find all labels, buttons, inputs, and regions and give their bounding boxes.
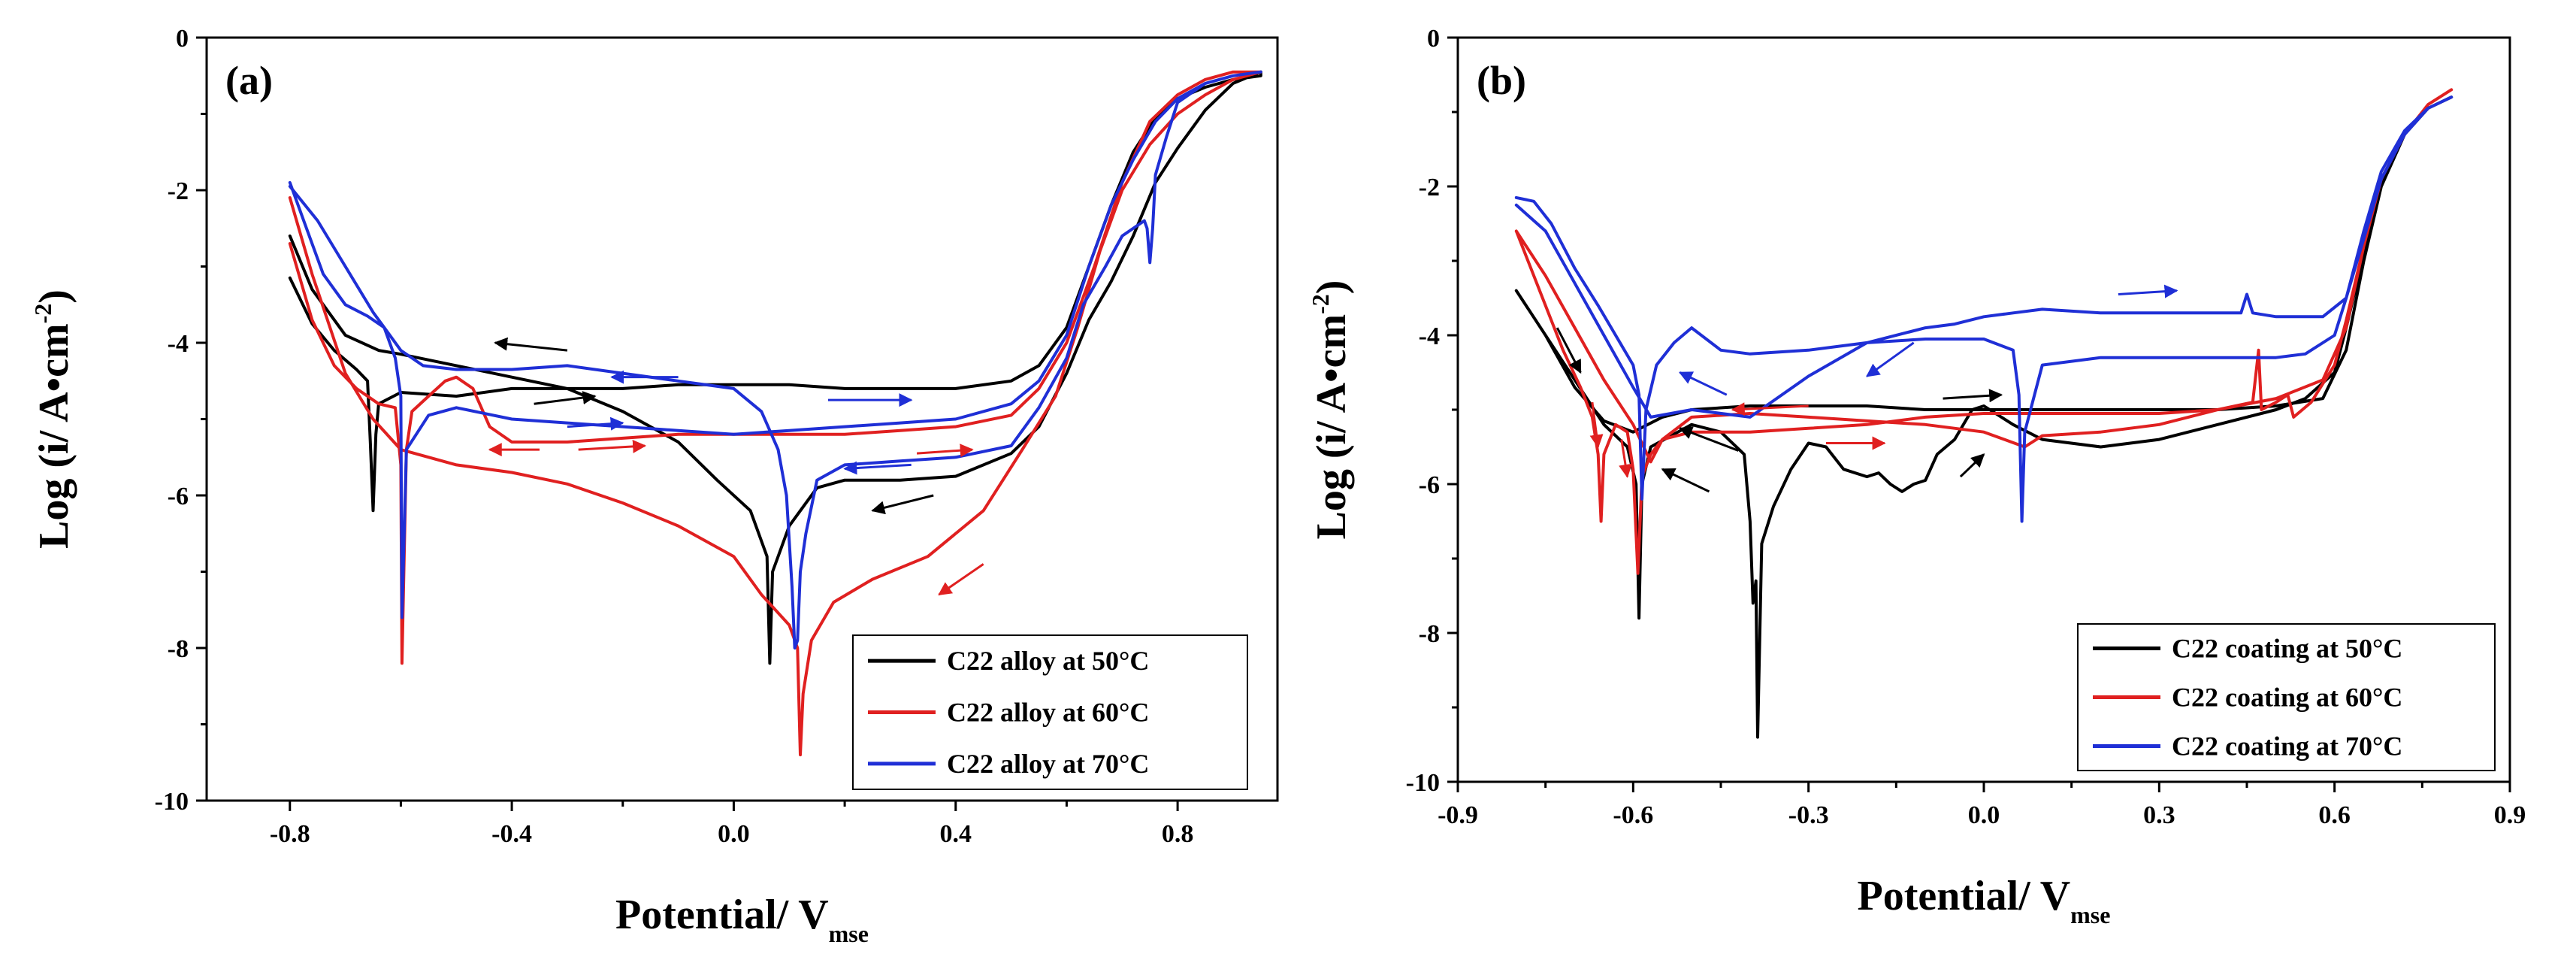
legend: C22 alloy at 50°C C22 alloy at 60°C C22 al… — [852, 634, 1248, 790]
panel-b: -0.9 -0.6 -0.3 0.0 0.3 0.6 0.9 0 -2 -4 -6 -8 -10 (b) P… — [1307, 25, 2526, 928]
series-line-1 — [1514, 95, 2454, 739]
y-tick-label: -4 — [1419, 322, 1440, 350]
y-tick-label: 0 — [1427, 25, 1440, 53]
y-tick-label: -8 — [168, 635, 189, 663]
series-group — [288, 70, 1262, 757]
series-line-1 — [288, 70, 1262, 665]
panel-label: (a) — [225, 58, 273, 103]
panel-label: (b) — [1477, 58, 1526, 103]
y-tick-label: -6 — [1419, 471, 1440, 499]
legend: C22 coating at 50°C C22 coating at 60°C C2… — [2077, 623, 2496, 771]
sweep-direction-arrow — [1678, 371, 1728, 396]
legend-label: C22 alloy at 60°C — [947, 698, 1149, 728]
legend-label: C22 alloy at 50°C — [947, 646, 1149, 676]
x-tick-label: -0.3 — [1788, 801, 1829, 829]
sweep-direction-arrow — [1589, 401, 1604, 449]
y-tick-label: -10 — [1406, 769, 1440, 797]
x-tick-label: -0.9 — [1438, 801, 1478, 829]
x-tick-label: 0.9 — [2494, 801, 2526, 829]
legend-label: C22 alloy at 70°C — [947, 749, 1149, 779]
sweep-direction-arrow — [871, 494, 934, 515]
sweep-direction-arrow — [534, 391, 597, 405]
legend-label: C22 coating at 50°C — [2172, 634, 2402, 664]
sweep-direction-arrow — [1731, 402, 1809, 416]
sweep-direction-arrow — [1619, 439, 1632, 478]
sweep-direction-arrow — [494, 337, 568, 352]
y-tick-label: -10 — [155, 788, 189, 816]
sweep-direction-arrow — [843, 461, 912, 475]
sweep-direction-arrow — [2118, 284, 2178, 298]
x-tick-label: -0.4 — [491, 820, 532, 848]
series-line-2 — [288, 70, 1262, 757]
y-tick-label: -2 — [1419, 174, 1440, 201]
y-tick-label: 0 — [176, 25, 189, 53]
x-tick-label: 0.8 — [1162, 820, 1194, 848]
sweep-direction-arrow — [1556, 327, 1582, 374]
x-tick-label: -0.8 — [270, 820, 310, 848]
sweep-direction-arrow — [578, 439, 647, 453]
panel-a: -0.8 -0.4 0.0 0.4 0.8 0 -2 -4 -6 -8 -10 (a) Potentia… — [29, 25, 1279, 947]
sweep-direction-arrow — [1661, 468, 1710, 493]
x-tick-label: -0.6 — [1613, 801, 1653, 829]
sweep-direction-arrow — [1943, 389, 2003, 403]
series-group — [1514, 88, 2454, 739]
x-axis-title: Potential/ Vmse — [1858, 873, 2111, 928]
y-tick-label: -2 — [168, 177, 189, 205]
sweep-direction-arrow — [1678, 426, 1739, 452]
y-tick-label: -4 — [168, 330, 189, 358]
x-tick-label: 0.0 — [718, 820, 750, 848]
y-axis-title: Log (i/ A•cm-2) — [29, 289, 77, 549]
series-line-3 — [1514, 95, 2454, 523]
series-line-3 — [288, 70, 1262, 650]
x-tick-label: 0.3 — [2143, 801, 2175, 829]
sweep-direction-arrow — [1959, 453, 1985, 478]
legend-label: C22 coating at 70°C — [2172, 731, 2402, 762]
sweep-direction-arrow — [567, 416, 624, 431]
y-axis-title: Log (i/ A•cm-2) — [1307, 280, 1355, 540]
series-line-2 — [1514, 88, 2454, 575]
x-tick-label: 0.0 — [1968, 801, 2000, 829]
x-tick-label: 0.4 — [940, 820, 972, 848]
sweep-direction-arrow — [1865, 341, 1915, 377]
y-tick-label: -8 — [1419, 620, 1440, 648]
x-axis-title: Potential/ Vmse — [615, 892, 869, 947]
y-tick-label: -6 — [168, 483, 189, 510]
sweep-direction-arrow — [938, 563, 984, 596]
sweep-direction-arrow — [916, 444, 974, 458]
x-tick-label: 0.6 — [2318, 801, 2351, 829]
legend-label: C22 coating at 60°C — [2172, 683, 2402, 713]
